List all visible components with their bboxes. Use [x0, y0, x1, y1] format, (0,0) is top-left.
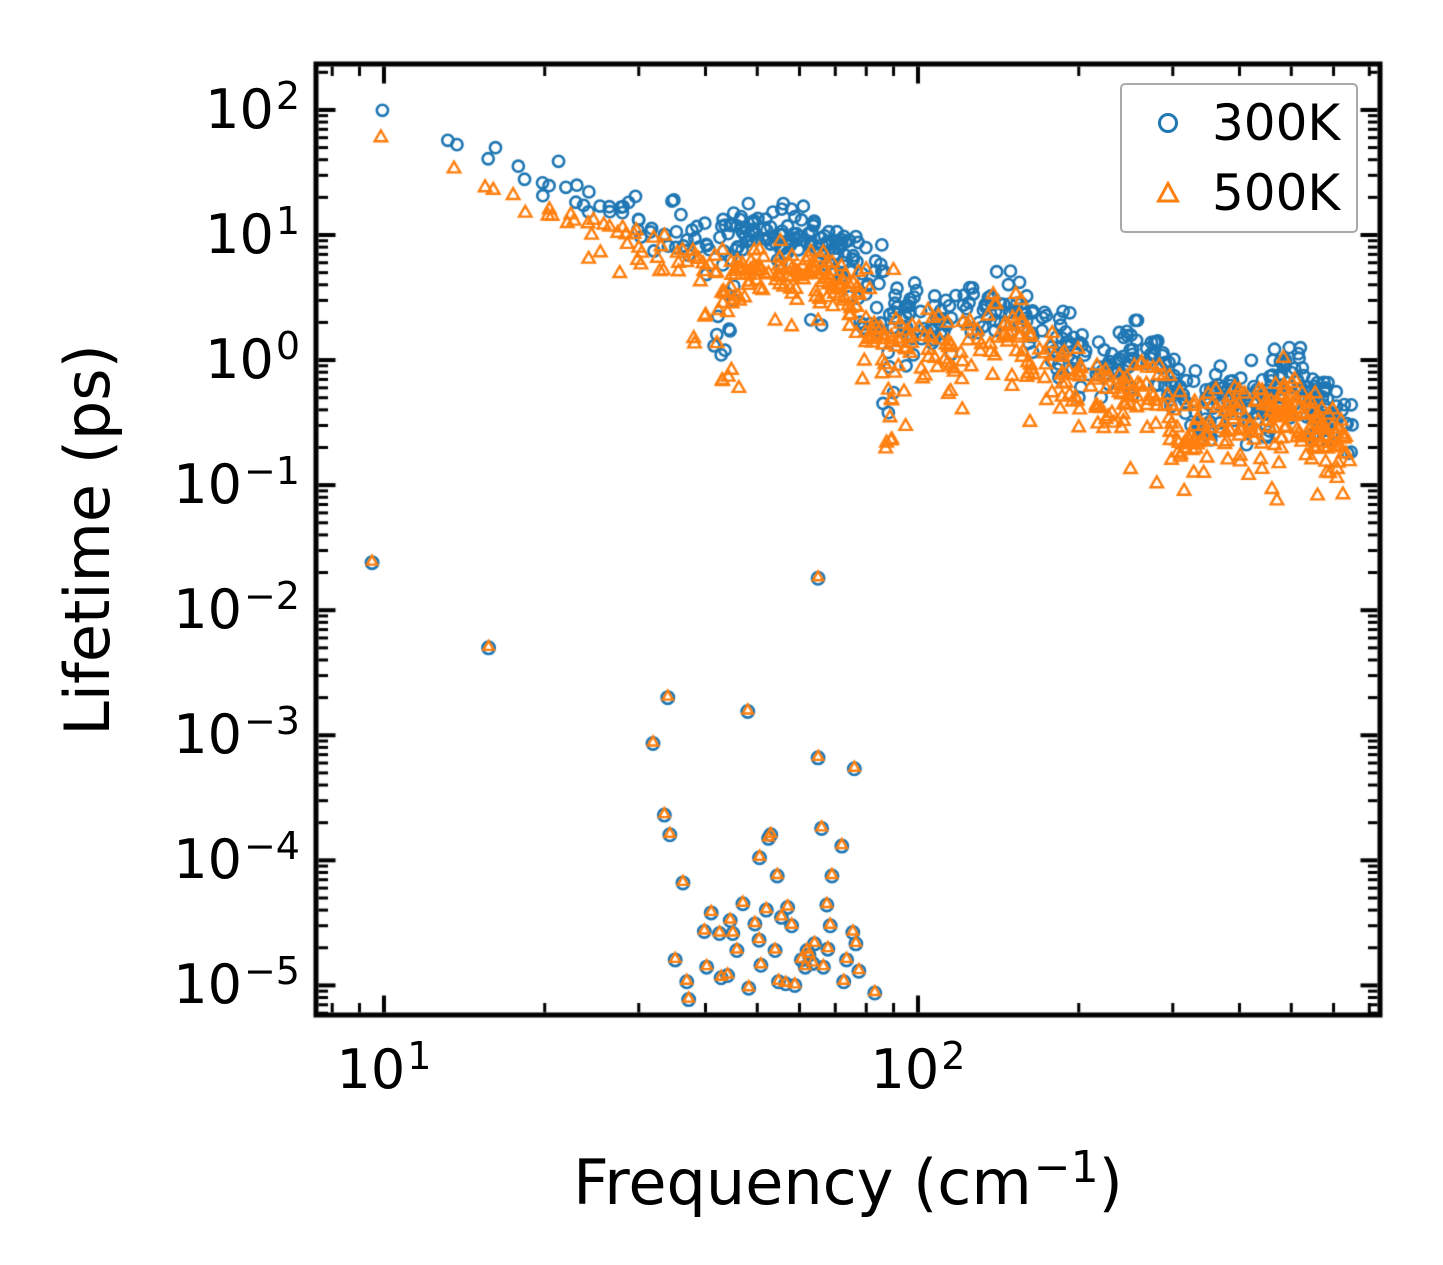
circle-marker-icon — [1146, 110, 1190, 136]
tick-exp: −2 — [243, 574, 300, 619]
tick-base: 10 — [336, 1038, 406, 1101]
tick-exp: −4 — [243, 824, 300, 869]
legend-item-300k: 300K — [1122, 92, 1356, 154]
tick-exp: 0 — [275, 324, 300, 369]
tick-exp: −3 — [243, 699, 300, 744]
x-axis-label-text: Frequency (cm — [573, 1146, 1032, 1219]
y-tick-label-1e-5: 10−5 — [40, 949, 300, 1020]
tick-base: 10 — [173, 578, 242, 642]
tick-exp: 1 — [407, 1034, 432, 1078]
x-axis-label-exponent: −1 — [1033, 1142, 1099, 1193]
legend: 300K 500K — [1120, 83, 1358, 233]
y-tick-label-1e-2: 10−2 — [40, 574, 300, 645]
y-tick-label-1e-4: 10−4 — [40, 824, 300, 895]
tick-exp: 2 — [941, 1034, 966, 1078]
x-tick-label-1e1: 101 — [336, 1034, 432, 1105]
x-axis-label: Frequency (cm−1) — [573, 1142, 1123, 1225]
tick-base: 10 — [205, 328, 274, 392]
tick-exp: −1 — [243, 449, 300, 494]
tick-exp: −5 — [243, 949, 300, 994]
y-tick-label-1e1: 101 — [40, 199, 300, 270]
x-axis-label-closing: ) — [1098, 1146, 1123, 1219]
triangle-marker-icon — [1146, 180, 1190, 206]
tick-exp: 2 — [275, 73, 300, 118]
legend-item-500k: 500K — [1122, 162, 1356, 224]
y-axis-label: Lifetime (ps) — [51, 344, 124, 736]
legend-label-300k: 300K — [1212, 94, 1341, 153]
tick-base: 10 — [173, 953, 242, 1017]
y-tick-label-1e2: 102 — [40, 74, 300, 145]
tick-base: 10 — [205, 77, 274, 141]
y-tick-label-1e-3: 10−3 — [40, 699, 300, 770]
tick-base: 10 — [205, 203, 274, 266]
tick-exp: 1 — [275, 199, 300, 243]
y-tick-label-1e0: 100 — [40, 324, 300, 395]
x-tick-label-1e2: 102 — [870, 1034, 966, 1105]
tick-base: 10 — [173, 703, 242, 767]
tick-base: 10 — [173, 828, 242, 892]
y-tick-label-1e-1: 10−1 — [40, 449, 300, 520]
tick-base: 10 — [870, 1038, 940, 1101]
tick-base: 10 — [173, 453, 242, 517]
legend-label-500k: 500K — [1212, 163, 1341, 222]
